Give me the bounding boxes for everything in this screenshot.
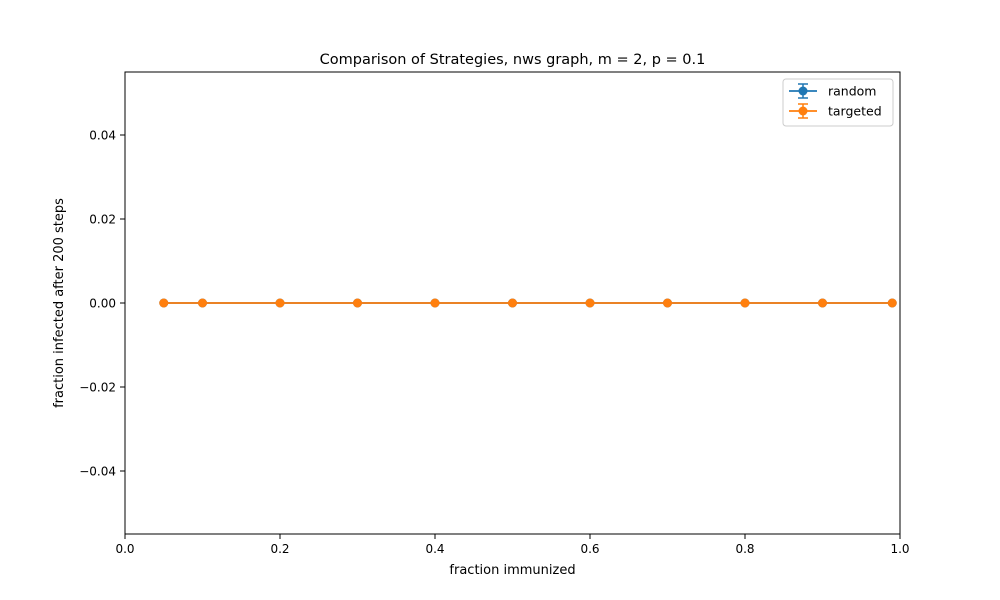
y-tick-label: 0.02 [89, 213, 116, 227]
x-tick-label: 0.4 [425, 542, 444, 556]
data-point-targeted [508, 298, 517, 308]
series-layer [159, 298, 897, 308]
data-point-targeted [275, 298, 285, 308]
y-axis-label: fraction infected after 200 steps [52, 198, 67, 408]
legend-marker [798, 106, 808, 116]
x-axis-label: fraction immunized [449, 563, 575, 578]
legend: random targeted [782, 78, 894, 127]
data-point-targeted [887, 298, 897, 308]
x-tick-label: 0.8 [735, 542, 754, 556]
y-axis: −0.04 −0.02 0.00 0.02 0.04 [79, 129, 125, 479]
y-tick-label: −0.02 [79, 381, 116, 395]
legend-entry-targeted: targeted [789, 103, 882, 119]
x-axis: 0.0 0.2 0.4 0.6 0.8 1.0 [115, 534, 910, 556]
data-point-targeted [353, 298, 362, 308]
y-tick-label: 0.00 [89, 297, 116, 311]
legend-entry-random: random [789, 83, 876, 99]
legend-marker [798, 86, 808, 96]
series-targeted [159, 298, 897, 308]
chart-title: Comparison of Strategies, nws graph, m =… [320, 52, 706, 68]
y-tick-label: −0.04 [79, 465, 116, 479]
data-point-targeted [663, 298, 672, 308]
y-tick-label: 0.04 [89, 129, 116, 143]
data-point-targeted [740, 298, 750, 308]
x-tick-label: 1.0 [890, 542, 909, 556]
legend-entries: random targeted [789, 83, 882, 119]
data-point-targeted [430, 298, 440, 308]
x-tick-label: 0.2 [270, 542, 289, 556]
x-tick-label: 0.6 [580, 542, 599, 556]
legend-label: random [828, 84, 876, 99]
x-tick-label: 0.0 [115, 542, 134, 556]
data-point-targeted [159, 298, 169, 308]
legend-label: targeted [828, 104, 882, 119]
data-point-targeted [585, 298, 595, 308]
data-point-targeted [818, 298, 827, 308]
data-point-targeted [198, 298, 207, 308]
